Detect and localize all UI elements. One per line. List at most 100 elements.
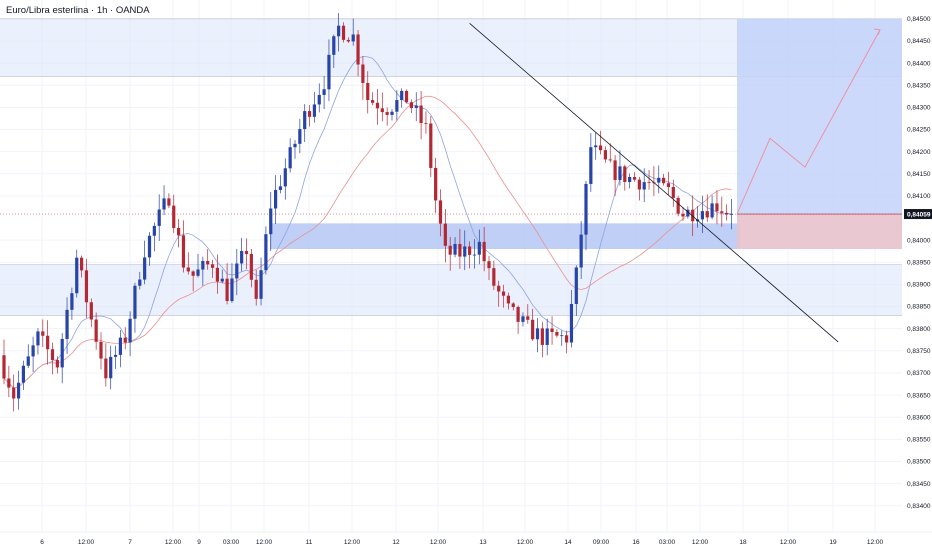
price-tick-label: 0,84200	[907, 149, 931, 156]
candle-body	[167, 198, 171, 206]
candle-body	[50, 349, 55, 360]
candle-body	[618, 166, 622, 180]
price-tick-label: 0,84100	[907, 193, 931, 200]
candle	[351, 18, 355, 46]
candle-body	[191, 271, 195, 276]
projection-path	[736, 29, 881, 215]
candle-body	[613, 160, 617, 180]
price-tick-label: 0,83700	[907, 370, 931, 377]
candle-body	[201, 260, 205, 270]
candle-body	[501, 291, 506, 296]
candle	[657, 165, 661, 194]
candle-body	[94, 319, 98, 342]
candle	[540, 321, 544, 358]
chart-title: Euro/Libra esterlina · 1h · OANDA	[6, 5, 150, 16]
candle-body	[12, 387, 16, 399]
candle-body	[497, 285, 501, 292]
candle	[60, 333, 64, 384]
candle-body	[104, 358, 108, 379]
candle	[123, 327, 127, 350]
candle	[293, 139, 297, 159]
candle	[526, 304, 530, 324]
candle	[46, 320, 50, 365]
candle	[346, 37, 350, 43]
candle-body	[487, 261, 491, 269]
time-tick-label: 12:00	[692, 539, 709, 546]
candle	[676, 195, 680, 217]
candle-body	[628, 177, 632, 182]
candle	[438, 189, 443, 237]
candle	[312, 91, 316, 123]
price-tick-label: 0,83550	[907, 437, 931, 444]
time-tick-label: 11	[306, 539, 313, 546]
candle	[249, 249, 253, 288]
candle-body	[560, 335, 564, 337]
price-tick-label: 0,83750	[907, 348, 931, 355]
candle-body	[259, 270, 263, 299]
time-axis[interactable]: 6 12:00 7 12:00 9 03:00 12:00 11 12:00 12 12:00 13 1…	[0, 531, 932, 550]
candle	[65, 297, 69, 354]
time-tick-label: 12:00	[517, 539, 534, 546]
candle-body	[371, 100, 375, 103]
demand-zone	[0, 264, 902, 316]
candle	[210, 259, 215, 278]
price-tick-label: 0,83450	[907, 481, 931, 488]
candle-body	[220, 278, 224, 282]
candle	[186, 252, 190, 275]
price-tick-label: 0,83800	[907, 326, 931, 333]
candle	[565, 330, 569, 354]
candle-body	[65, 309, 69, 339]
price-tick-label: 0,84500	[907, 16, 931, 23]
candle-body	[623, 166, 627, 182]
candle-body	[603, 150, 607, 160]
candle-body	[31, 345, 35, 357]
candle-body	[642, 182, 646, 190]
candle-body	[123, 337, 127, 343]
candle	[361, 56, 365, 100]
price-tick-label: 0,84000	[907, 237, 931, 244]
candle	[322, 75, 326, 110]
candle-body	[230, 278, 234, 302]
candle-body	[632, 177, 637, 180]
candle-body	[482, 241, 486, 262]
candle	[278, 175, 283, 194]
candle-body	[225, 278, 229, 302]
price-tick-label: 0,83500	[907, 459, 931, 466]
candle	[26, 344, 30, 368]
candle	[700, 195, 704, 234]
candle	[16, 370, 21, 410]
candle	[666, 171, 671, 195]
price-axis-bg	[902, 0, 932, 550]
candle-body	[152, 225, 156, 236]
candle	[419, 90, 423, 140]
candle-body	[303, 111, 307, 130]
drawings-layer[interactable]	[469, 22, 881, 343]
candle	[497, 280, 501, 307]
candle	[89, 298, 93, 328]
candle-body	[46, 335, 50, 350]
candle-body	[138, 279, 142, 286]
candle-body	[468, 246, 472, 255]
candle	[113, 345, 118, 369]
candle-body	[681, 213, 685, 217]
candle-body	[89, 302, 93, 320]
candle-body	[254, 279, 258, 299]
long-position-tool[interactable]	[0, 18, 903, 250]
time-tick-label: 12:00	[78, 539, 95, 546]
time-tick-label: 12:00	[867, 539, 884, 546]
candle	[172, 194, 176, 233]
candle-body	[705, 211, 709, 218]
time-tick-label: 19	[829, 539, 837, 546]
time-tick-label: 12:00	[165, 539, 182, 546]
price-tick-label: 0,84350	[907, 82, 931, 89]
candle-body	[99, 341, 103, 359]
candle	[327, 39, 331, 102]
candle-body	[244, 251, 249, 255]
candle-body	[521, 316, 525, 322]
candle-body	[361, 64, 365, 83]
candle-body	[206, 260, 210, 265]
price-axis[interactable]: 0,84500 0,84450 0,84400 0,84350 0,84300 0,842…	[902, 0, 932, 550]
candle-body	[70, 293, 74, 310]
